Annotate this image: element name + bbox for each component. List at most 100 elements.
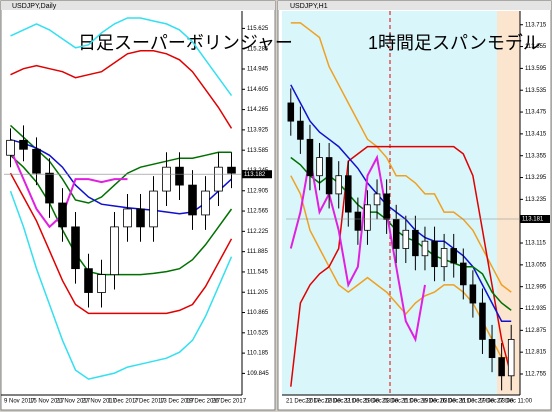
candle-body (201, 190, 210, 216)
last-price-label: 113.182 (244, 172, 266, 178)
candle-body (412, 229, 419, 257)
candle-body (335, 175, 342, 195)
candle-body (162, 166, 171, 192)
x-tick-label: 26 Dec 19:00 (459, 399, 495, 405)
y-tick-label: 114.265 (247, 107, 269, 113)
candle-body (84, 268, 93, 293)
y-tick-label: 115.625 (247, 26, 269, 32)
last-price-box (520, 215, 550, 224)
indicator-line (10, 50, 233, 129)
candle-body (325, 157, 333, 195)
indicator-line (9, 190, 233, 380)
future-zone (497, 11, 520, 395)
x-tick-label: 26 Dec 2017 (212, 399, 247, 405)
chart-title: 日足スーパーボリンジャー (78, 33, 293, 53)
x-tick-label: 7 Dec 2017 (134, 399, 165, 405)
candle-body (19, 139, 28, 150)
indicator-line (290, 84, 512, 322)
indicator-line (290, 145, 512, 387)
y-tick-label: 112.565 (247, 209, 269, 215)
y-tick-label: 113.295 (525, 175, 547, 181)
candle-body (402, 229, 410, 249)
candle-body (450, 248, 457, 264)
candle-body (58, 202, 67, 228)
y-tick-label: 111.205 (247, 290, 268, 296)
x-tick-label: 13 Dec 2017 (160, 399, 195, 405)
x-tick-label: 26 Dec 11:00 (439, 399, 475, 405)
y-tick-label: 112.755 (525, 372, 547, 378)
x-tick-label: 27 Dec 03:00 (478, 399, 514, 405)
x-tick-label: 26 Dec 03:00 (420, 399, 456, 405)
y-tick-label: 112.935 (525, 306, 547, 312)
candle-body (97, 274, 106, 293)
y-tick-label: 109.845 (247, 371, 269, 377)
y-tick-label: 113.235 (525, 197, 547, 203)
x-tick-label: 22 Dec 11:00 (324, 399, 360, 405)
title-bar (1, 1, 275, 10)
y-tick-label: 113.925 (247, 127, 269, 133)
y-tick-label: 110.185 (247, 351, 269, 357)
candle-body (123, 208, 132, 228)
candle-body (316, 157, 323, 177)
candle-body (460, 262, 467, 286)
indicator-line (290, 175, 512, 359)
candle-body (364, 204, 371, 231)
y-tick-label: 113.585 (247, 148, 269, 154)
window-title: USDJPY,Daily (12, 3, 57, 10)
y-tick-label: 110.865 (247, 310, 269, 316)
candle-body (373, 193, 381, 206)
x-tick-label: 25 Dec 19:00 (401, 399, 437, 405)
candle-body (175, 166, 184, 186)
x-tick-label: 21 Nov 2017 (56, 399, 91, 405)
candle-body (214, 166, 223, 192)
y-tick-label: 115.285 (247, 46, 269, 52)
candle-body (345, 175, 352, 213)
candle-body (71, 226, 80, 270)
indicator-line (9, 148, 128, 229)
x-tick-label: 15 Nov 2017 (30, 399, 65, 405)
y-tick-label: 113.715 (525, 22, 547, 28)
title-bar (278, 1, 551, 10)
y-tick-label: 111.545 (247, 270, 268, 276)
last-price-label: 113.181 (522, 217, 544, 223)
x-tick-label: 25 Dec 03:00 (363, 399, 399, 405)
y-tick-label: 113.355 (525, 153, 547, 159)
y-tick-label: 113.655 (525, 44, 547, 50)
indicator-line (290, 22, 512, 293)
window-daily (0, 0, 276, 411)
x-tick-label: 25 Dec 11:00 (382, 399, 418, 405)
y-tick-label: 112.875 (525, 328, 547, 334)
x-tick-label: 22 Dec 19:00 (344, 399, 380, 405)
candle-body (440, 248, 448, 268)
y-tick-label: 112.815 (525, 350, 547, 356)
candle-body (507, 339, 515, 377)
x-tick-label: 1 Dec 2017 (108, 399, 139, 405)
candle-body (431, 240, 438, 268)
y-tick-label: 113.475 (525, 110, 547, 116)
x-tick-label: 9 Nov 2017 (4, 399, 35, 405)
x-tick-label: 27 Nov 2017 (82, 399, 117, 405)
x-tick-label: 22 Dec 03:00 (305, 399, 341, 405)
candle-body (227, 166, 236, 174)
y-tick-label: 113.595 (525, 66, 547, 72)
candle-body (306, 138, 314, 177)
candle-body (469, 284, 477, 304)
y-tick-label: 110.525 (247, 330, 269, 336)
candle-body (479, 302, 486, 340)
indicator-line (10, 17, 233, 97)
y-tick-label: 112.995 (525, 284, 547, 290)
candle-body (383, 193, 390, 220)
candle-body (32, 148, 41, 174)
candle-body (149, 190, 158, 228)
y-tick-label: 112.905 (247, 188, 269, 194)
y-tick-label: 111.885 (247, 249, 268, 255)
candle-body (110, 226, 119, 276)
window-title: USDJPY,H1 (290, 3, 328, 10)
candle-body (136, 208, 145, 228)
x-tick-label: 21 Dec 2017 (286, 399, 321, 405)
chart-title: 1時間足スパンモデル (368, 33, 541, 53)
candle-body (392, 218, 400, 249)
y-tick-label: 113.415 (525, 131, 547, 137)
y-tick-label: 113.115 (525, 241, 546, 247)
